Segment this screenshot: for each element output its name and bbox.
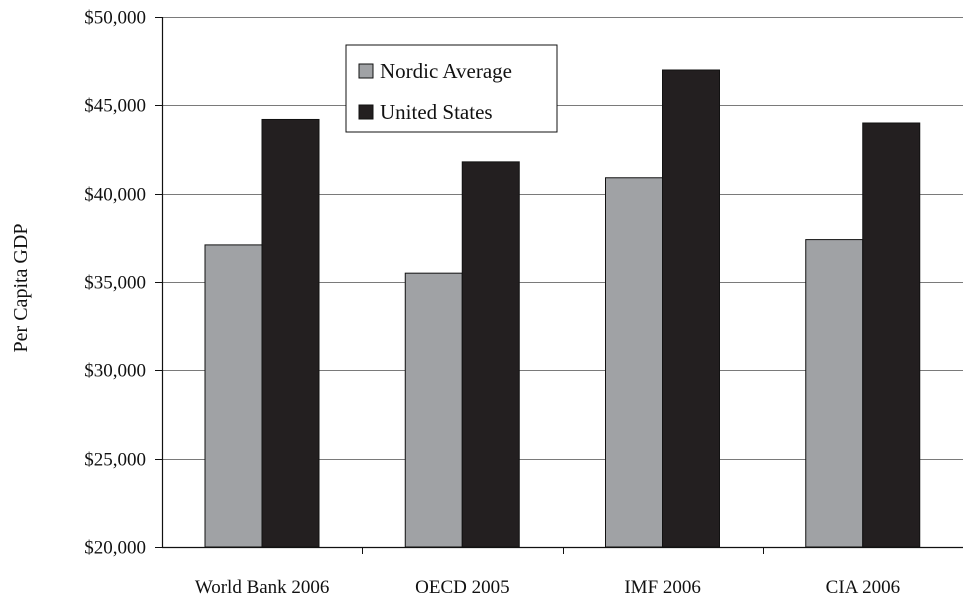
legend-label-united-states: United States: [380, 100, 493, 124]
x-tick-labels: World Bank 2006 OECD 2005 IMF 2006 CIA 2006: [195, 577, 900, 598]
y-tick-labels: $20,000 $25,000 $30,000 $35,000 $40,000 $45,0…: [84, 8, 146, 559]
x-tick-label: CIA 2006: [826, 577, 900, 598]
legend-swatch-united-states: [358, 104, 374, 120]
bar-united-states: [862, 122, 921, 548]
bars: [204, 69, 921, 548]
y-tick-label: $40,000: [84, 185, 146, 206]
bar-nordic-average: [204, 244, 263, 548]
legend-label-nordic-average: Nordic Average: [380, 59, 512, 83]
bar-united-states: [261, 118, 320, 548]
y-tick-label: $35,000: [84, 273, 146, 294]
bar-united-states: [662, 69, 720, 548]
bar-nordic-average: [805, 239, 864, 548]
bar-nordic-average: [404, 272, 463, 548]
y-tick-label: $30,000: [84, 361, 146, 382]
y-axis-title: Per Capita GDP: [10, 224, 32, 353]
bar-nordic-average: [605, 177, 663, 548]
axes: [155, 17, 963, 554]
y-tick-label: $20,000: [84, 538, 146, 559]
x-tick-label: OECD 2005: [415, 577, 509, 598]
y-tick-label: $25,000: [84, 450, 146, 471]
x-tick-label: World Bank 2006: [195, 577, 330, 598]
x-tick-label: IMF 2006: [624, 577, 701, 598]
legend-box: [345, 44, 558, 133]
bar-united-states: [461, 161, 520, 548]
y-tick-label: $50,000: [84, 8, 146, 29]
y-tick-label: $45,000: [84, 96, 146, 117]
legend: Nordic Average United States: [345, 44, 558, 133]
legend-swatch-nordic-average: [358, 63, 374, 79]
